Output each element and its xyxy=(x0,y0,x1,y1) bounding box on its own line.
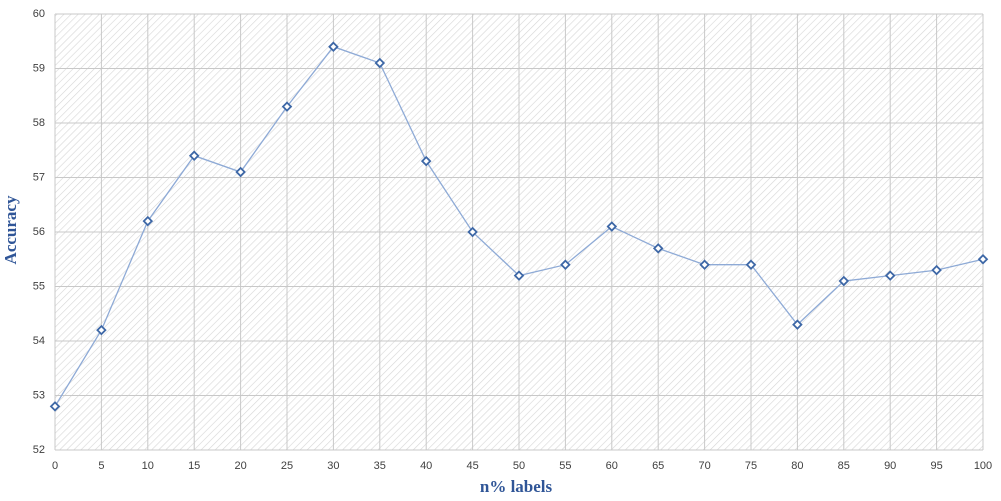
y-tick-label: 58 xyxy=(33,117,45,129)
x-tick-label: 100 xyxy=(974,460,992,472)
x-tick-label: 85 xyxy=(838,460,850,472)
x-tick-label: 15 xyxy=(188,460,200,472)
x-tick-label: 90 xyxy=(884,460,896,472)
data-point xyxy=(792,319,803,330)
x-tick-label: 5 xyxy=(98,460,104,472)
x-tick-label: 95 xyxy=(930,460,942,472)
y-tick-label: 53 xyxy=(33,389,45,401)
data-point xyxy=(699,259,710,270)
data-point xyxy=(49,401,61,412)
y-tick-label: 59 xyxy=(33,62,45,74)
x-tick-label: 60 xyxy=(606,460,618,472)
x-tick-label: 35 xyxy=(374,460,386,472)
y-tick-label: 54 xyxy=(33,335,45,347)
data-point xyxy=(606,221,618,232)
data-point xyxy=(467,226,478,238)
y-tick-label: 52 xyxy=(33,444,45,456)
x-tick-label: 45 xyxy=(466,460,478,472)
x-tick-label: 30 xyxy=(327,460,339,472)
x-tick-label: 40 xyxy=(420,460,432,472)
x-tick-label: 75 xyxy=(745,460,757,472)
x-tick-label: 55 xyxy=(559,460,571,472)
y-axis-title: Accuracy xyxy=(1,195,20,264)
data-point xyxy=(745,259,757,270)
data-point xyxy=(142,215,154,227)
data-point xyxy=(931,264,942,276)
data-point xyxy=(884,270,896,281)
data-point xyxy=(977,253,989,265)
data-point xyxy=(374,57,386,69)
data-point xyxy=(188,150,200,161)
x-axis-title: n% labels xyxy=(480,477,553,496)
data-point xyxy=(420,155,432,167)
x-tick-label: 80 xyxy=(791,460,803,472)
x-tick-label: 65 xyxy=(652,460,664,472)
x-tick-label: 70 xyxy=(698,460,710,472)
data-point xyxy=(838,275,850,287)
data-point xyxy=(328,41,339,52)
y-tick-label: 57 xyxy=(33,171,45,183)
data-point xyxy=(281,101,293,112)
y-tick-label: 55 xyxy=(33,280,45,292)
data-point xyxy=(652,243,664,254)
x-tick-label: 0 xyxy=(52,460,58,472)
x-tick-label: 25 xyxy=(281,460,293,472)
data-point xyxy=(513,270,525,281)
x-tick-label: 10 xyxy=(142,460,154,472)
y-tick-label: 60 xyxy=(33,8,45,20)
y-tick-label: 56 xyxy=(33,226,45,238)
data-point xyxy=(96,324,107,336)
data-point xyxy=(560,259,571,270)
x-tick-label: 20 xyxy=(234,460,246,472)
x-tick-label: 50 xyxy=(513,460,525,472)
data-point xyxy=(235,166,246,178)
